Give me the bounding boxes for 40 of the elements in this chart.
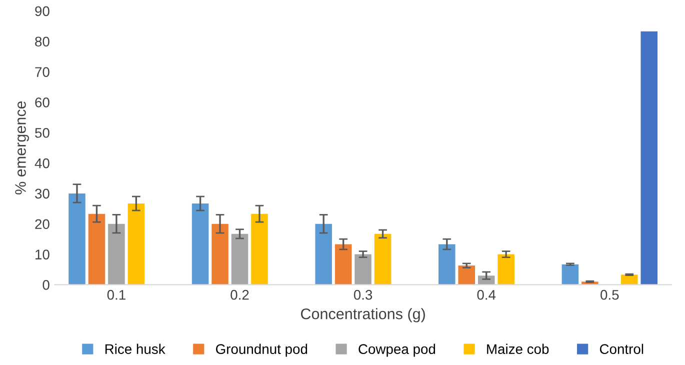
x-tick-label: 0.5 xyxy=(600,290,619,300)
y-tick-label: 20 xyxy=(35,219,50,230)
bar xyxy=(374,234,392,285)
legend-label: Maize cob xyxy=(487,344,549,354)
bar xyxy=(315,224,332,285)
bar xyxy=(640,31,658,285)
y-tick-label: 40 xyxy=(34,158,50,168)
bar xyxy=(128,203,145,285)
x-tick-label: 0.3 xyxy=(354,290,372,300)
y-tick-label: 60 xyxy=(35,98,50,108)
bar xyxy=(212,224,228,285)
y-tick-label: 80 xyxy=(35,36,50,47)
legend-label: Rice husk xyxy=(105,344,166,354)
bar xyxy=(192,203,209,285)
y-tick-label: 0 xyxy=(42,280,50,290)
bar xyxy=(458,266,476,285)
bar xyxy=(620,274,638,285)
legend-label: Cowpea pod xyxy=(358,344,436,357)
x-tick-label: 0.4 xyxy=(477,290,496,300)
legend-label: Groundnut pod xyxy=(216,344,308,357)
y-tick-label: 30 xyxy=(35,188,50,199)
y-tick-label: 10 xyxy=(36,250,50,260)
y-tick-label: 50 xyxy=(35,128,50,138)
y-axis-title: % emergence xyxy=(15,101,29,194)
bar xyxy=(438,244,456,285)
x-tick-label: 0.1 xyxy=(107,290,126,300)
bar xyxy=(231,234,248,285)
bar xyxy=(334,244,352,285)
bar xyxy=(562,264,579,285)
bar xyxy=(251,214,268,285)
bar xyxy=(108,224,125,285)
x-axis-title: Concentrations (g) xyxy=(300,308,425,322)
y-tick-label: 70 xyxy=(35,67,50,77)
x-tick-label: 0.2 xyxy=(230,290,249,300)
bar xyxy=(498,254,514,285)
y-tick-label: 90 xyxy=(35,6,50,16)
bar xyxy=(68,193,86,285)
legend-label: Control xyxy=(600,344,644,354)
bar xyxy=(88,214,106,285)
bar xyxy=(354,254,372,285)
